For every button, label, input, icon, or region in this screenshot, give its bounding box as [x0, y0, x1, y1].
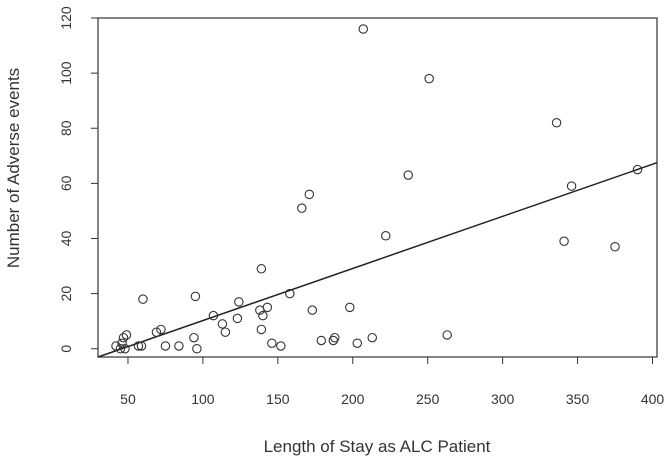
data-point — [133, 341, 144, 351]
data-points — [111, 24, 643, 354]
data-point — [424, 73, 434, 84]
axes — [97, 17, 658, 358]
data-point — [232, 313, 243, 324]
y-tick-label: 0 — [58, 345, 74, 353]
x-tick-label: 100 — [191, 391, 215, 407]
data-point — [136, 341, 147, 351]
y-tick-label: 20 — [58, 286, 74, 302]
data-point — [256, 324, 267, 335]
x-tick-label: 150 — [266, 391, 290, 407]
x-tick-label: 400 — [641, 391, 665, 407]
data-point — [297, 203, 307, 213]
data-point — [328, 335, 339, 346]
data-point — [121, 330, 132, 340]
x-tick-label: 200 — [341, 391, 365, 407]
data-point — [117, 338, 127, 348]
data-point — [138, 294, 148, 304]
data-point — [115, 343, 126, 354]
data-point — [258, 310, 268, 321]
data-point — [285, 288, 295, 299]
data-point — [189, 332, 199, 343]
y-tick-label: 100 — [58, 61, 74, 85]
data-point — [559, 236, 569, 246]
data-point — [352, 338, 363, 348]
data-point — [307, 305, 318, 315]
data-point — [174, 341, 184, 351]
data-point — [551, 117, 562, 128]
plot-frame — [97, 17, 658, 358]
data-point — [304, 189, 315, 200]
y-tick-label: 120 — [58, 6, 74, 30]
data-point — [220, 327, 231, 337]
data-point — [358, 24, 369, 34]
data-point — [217, 319, 228, 329]
data-point — [566, 181, 577, 191]
x-tick-label: 250 — [416, 391, 440, 407]
y-axis-ticks: 0 20 40 60 80 100 120 — [58, 6, 98, 353]
data-point — [192, 343, 202, 354]
data-point — [276, 341, 286, 351]
data-point — [316, 335, 327, 346]
data-point — [267, 338, 277, 348]
data-point — [330, 332, 340, 343]
data-point — [380, 230, 391, 241]
data-point — [403, 170, 413, 180]
data-point — [208, 310, 219, 321]
data-point — [190, 291, 201, 302]
x-axis-ticks: 50 100 150 200 250 300 350 400 — [120, 357, 664, 407]
y-tick-label: 40 — [58, 230, 74, 246]
y-tick-label: 80 — [58, 120, 74, 136]
data-point — [256, 264, 267, 274]
data-point — [610, 242, 620, 252]
data-point — [367, 332, 378, 343]
data-point — [120, 343, 130, 354]
x-tick-label: 350 — [566, 391, 590, 407]
data-point — [632, 164, 643, 175]
data-point — [156, 324, 166, 335]
y-tick-label: 60 — [58, 175, 74, 191]
data-point — [160, 341, 171, 351]
data-point — [234, 297, 244, 307]
data-point — [442, 330, 452, 340]
data-point — [345, 302, 355, 313]
data-point — [118, 332, 129, 343]
y-axis-title: Number of Adverse events — [4, 68, 23, 268]
x-tick-label: 50 — [120, 391, 136, 407]
x-axis-title: Length of Stay as ALC Patient — [264, 437, 491, 456]
regression-line — [97, 161, 658, 358]
regression-line-group — [97, 161, 658, 358]
data-point — [262, 302, 273, 313]
x-tick-label: 300 — [491, 391, 515, 407]
